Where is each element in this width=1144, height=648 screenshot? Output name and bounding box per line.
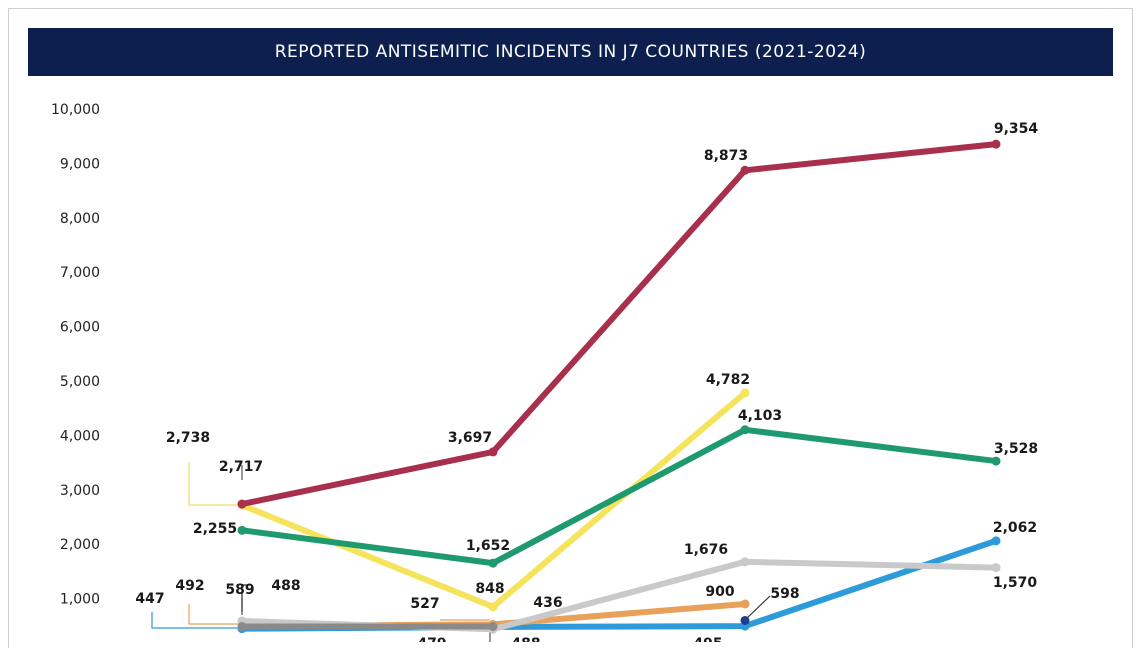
series-line-6 [239, 426, 999, 567]
data-point [237, 621, 247, 631]
data-label: 8,873 [704, 148, 748, 164]
data-point [740, 557, 750, 567]
data-label: 1,676 [684, 542, 728, 558]
data-point [488, 602, 498, 612]
data-point [991, 536, 1001, 546]
y-tick-label: 2,000 [60, 537, 100, 553]
data-label: 495 [693, 636, 722, 642]
leader-line [241, 584, 250, 612]
data-label: 3,528 [994, 441, 1038, 457]
data-point [740, 615, 750, 625]
data-point [488, 447, 498, 457]
data-label: 589 [225, 582, 254, 598]
series-line-5 [239, 389, 748, 610]
series-line-7 [239, 141, 999, 508]
data-label: 488 [271, 578, 300, 594]
y-tick-label: 7,000 [60, 265, 100, 281]
data-label: 492 [175, 578, 204, 594]
data-label: 3,697 [448, 430, 492, 446]
y-tick-label: 3,000 [60, 483, 100, 499]
data-label: 2,062 [993, 520, 1037, 536]
data-point [740, 425, 750, 435]
data-label: 447 [135, 591, 164, 607]
data-point [991, 563, 1001, 573]
chart-title-bar: REPORTED ANTISEMITIC INCIDENTS IN J7 COU… [28, 28, 1113, 76]
data-point [740, 165, 750, 175]
data-label: 436 [533, 595, 562, 611]
data-label: 848 [475, 581, 504, 597]
data-label: 479 [417, 636, 446, 642]
leader-line [744, 595, 771, 621]
y-tick-label: 9,000 [60, 156, 100, 172]
data-point [488, 558, 498, 568]
data-label: 900 [705, 584, 734, 600]
leader-line [188, 462, 240, 506]
data-point [237, 525, 247, 535]
chart-title: REPORTED ANTISEMITIC INCIDENTS IN J7 COU… [274, 42, 867, 62]
leader-line [188, 604, 240, 625]
data-label: 2,738 [166, 430, 210, 446]
data-label: 2,255 [193, 521, 237, 537]
leader-line [151, 612, 240, 629]
data-label: 488 [511, 636, 540, 642]
series-line-3 [239, 558, 999, 633]
data-label: 1,652 [466, 538, 510, 554]
data-point [237, 499, 247, 509]
data-point [740, 388, 750, 398]
data-label: 4,103 [738, 408, 782, 424]
chart-frame [8, 8, 1133, 648]
y-tick-label: 1,000 [60, 592, 100, 608]
y-tick-label: 10,000 [51, 102, 100, 118]
data-label: 9,354 [994, 121, 1039, 137]
data-label: 4,782 [706, 372, 750, 388]
data-point [991, 139, 1001, 149]
data-label: 1,570 [993, 575, 1038, 591]
y-tick-label: 5,000 [60, 374, 100, 390]
y-tick-label: 8,000 [60, 211, 100, 227]
y-tick-label: 4,000 [60, 428, 100, 444]
data-label: 527 [410, 596, 439, 612]
data-point [740, 599, 750, 609]
data-label: 598 [770, 586, 799, 602]
data-point [991, 456, 1001, 466]
data-label: 2,717 [219, 459, 263, 475]
y-tick-label: 6,000 [60, 320, 100, 336]
data-point [488, 621, 498, 631]
